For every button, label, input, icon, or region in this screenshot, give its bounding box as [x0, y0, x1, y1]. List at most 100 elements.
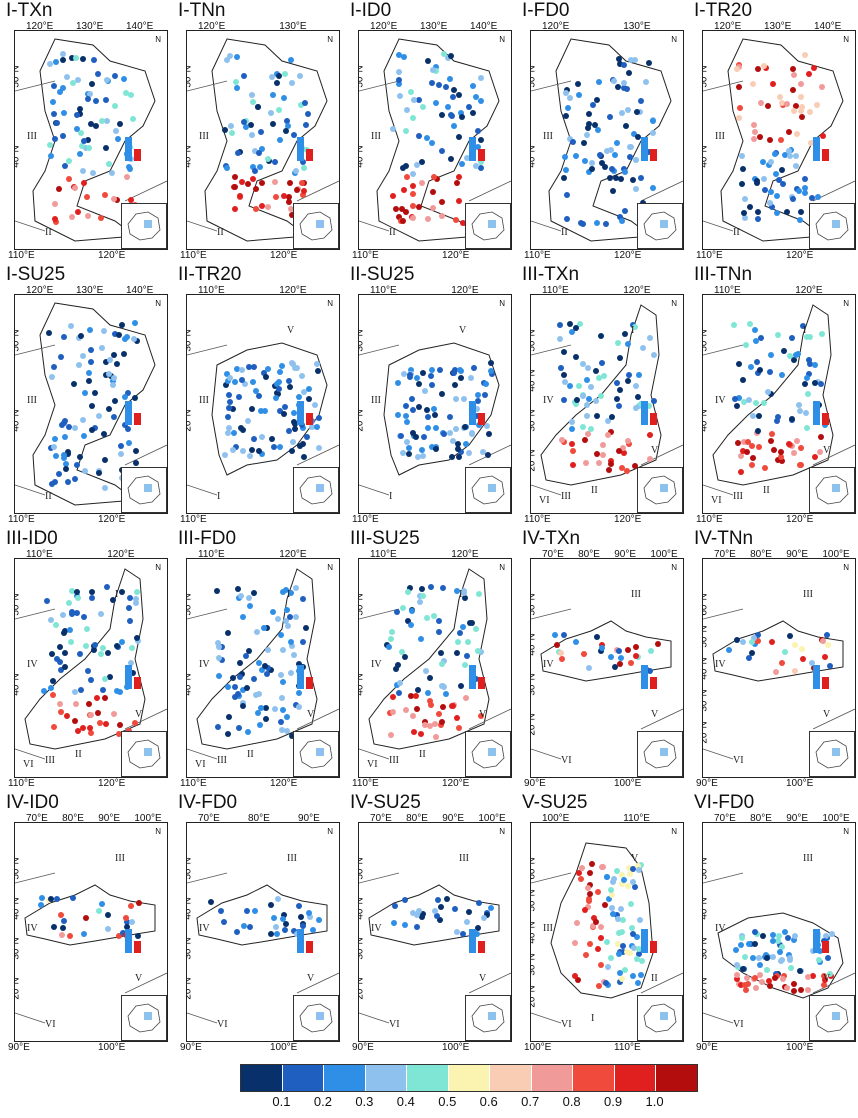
station-dot — [783, 100, 790, 107]
station-dot — [393, 206, 400, 213]
station-dot — [246, 602, 253, 609]
station-dot — [47, 617, 54, 624]
station-dot — [614, 941, 621, 948]
station-dot — [263, 670, 270, 677]
station-dot — [789, 415, 796, 422]
station-dot — [744, 974, 751, 981]
station-dot — [636, 372, 643, 379]
station-dot — [594, 412, 601, 419]
station-dot — [473, 676, 480, 683]
station-dot — [592, 122, 599, 129]
station-dot — [766, 369, 773, 376]
station-dot — [239, 699, 246, 706]
station-dot — [465, 450, 472, 457]
station-dot — [252, 907, 259, 914]
panel-title: V-SU25 — [522, 792, 588, 813]
station-dot — [438, 718, 445, 725]
station-dot — [596, 151, 603, 158]
station-dot — [469, 82, 476, 89]
station-dot — [780, 972, 787, 979]
station-dot — [103, 117, 110, 124]
station-dot — [561, 174, 568, 181]
station-dot — [758, 979, 765, 986]
station-dot — [281, 95, 288, 102]
station-dot — [48, 374, 55, 381]
station-dot — [61, 109, 68, 116]
station-dot — [418, 180, 425, 187]
station-dot — [734, 961, 741, 968]
station-dot — [469, 109, 476, 116]
station-dot — [461, 595, 468, 602]
station-dot — [825, 955, 832, 962]
station-dot — [98, 118, 105, 125]
station-dot — [607, 174, 614, 181]
station-dot — [805, 391, 812, 398]
station-dot — [429, 189, 436, 196]
station-dot — [753, 400, 760, 407]
station-dot — [403, 209, 410, 216]
station-dot — [785, 128, 792, 135]
station-dot — [78, 687, 85, 694]
station-dot — [127, 902, 134, 909]
station-dot — [633, 404, 640, 411]
station-dot — [396, 80, 403, 87]
panel-title: II-SU25 — [350, 264, 415, 285]
station-dot — [792, 162, 799, 169]
station-dot — [277, 671, 284, 678]
region-outline — [703, 304, 855, 496]
station-dot — [224, 378, 231, 385]
station-dot — [617, 660, 624, 667]
station-dot — [431, 173, 438, 180]
station-dot — [627, 950, 634, 957]
station-dot — [283, 128, 290, 135]
station-dot — [583, 131, 590, 138]
station-dot — [64, 712, 71, 719]
china-inset-map — [465, 995, 511, 1041]
station-dot — [251, 436, 258, 443]
station-dot — [122, 915, 129, 922]
station-dot — [607, 886, 614, 893]
station-dot — [231, 206, 238, 213]
station-dot — [218, 908, 225, 915]
x-tick-top: 70°E — [542, 549, 564, 560]
station-dot — [239, 179, 246, 186]
station-dot — [238, 366, 245, 373]
station-dot — [403, 127, 410, 134]
panel-grid: I-TXn 120°E 130°E 140°E 110°E 120°E 50°N 40°N II… — [4, 0, 856, 1060]
station-dot — [267, 109, 274, 116]
station-dot — [288, 360, 295, 367]
station-dot — [255, 690, 262, 697]
map-panel: I-ID0 120°E 130°E 140°E 110°E 120°E 50°N 40°N II… — [348, 0, 518, 262]
map-frame: 50°N 40°N 30°N 20°N IV VI III V N — [530, 558, 684, 778]
station-dot — [126, 440, 133, 447]
station-dot — [82, 914, 89, 921]
station-dot — [65, 157, 72, 164]
station-dot — [441, 430, 448, 437]
station-dot — [285, 198, 292, 205]
station-dot — [587, 425, 594, 432]
station-dot — [253, 185, 260, 192]
station-dot — [594, 450, 601, 457]
station-dot — [574, 976, 581, 983]
station-dot — [576, 92, 583, 99]
region-label: VI — [561, 755, 572, 766]
station-dot — [624, 647, 631, 654]
x-tick-top: 130°E — [420, 21, 448, 32]
panel-title: IV-FD0 — [178, 792, 238, 813]
station-dot — [257, 721, 264, 728]
station-dot — [60, 924, 67, 931]
station-dot — [449, 93, 456, 100]
region-outline — [187, 872, 339, 1024]
station-dot — [562, 379, 569, 386]
station-dot — [626, 154, 633, 161]
region-label: III — [115, 853, 125, 864]
station-dot — [457, 683, 464, 690]
station-dot — [257, 407, 264, 414]
colorbar-cell — [324, 1065, 366, 1091]
station-dot — [315, 916, 322, 923]
station-dot — [124, 389, 131, 396]
station-dot — [600, 864, 607, 871]
x-tick-bottom: 110°E — [524, 250, 551, 261]
station-dot — [62, 434, 69, 441]
bar-2 — [650, 677, 657, 689]
